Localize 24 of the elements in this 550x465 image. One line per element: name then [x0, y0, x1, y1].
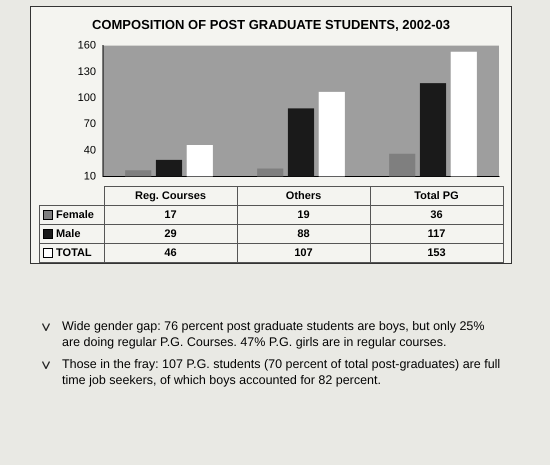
y-tick-label: 100 — [78, 92, 96, 104]
text: Those in the fray: 107 P.G. students (70 percent of total post-graduates) are full time job seekers, of which boys accounted for 82 percent. — [62, 356, 502, 388]
y-tick-label: 40 — [84, 144, 96, 156]
data-label: 46 — [104, 244, 237, 262]
y-tick-label: 160 — [78, 40, 96, 52]
legend-label: Female — [40, 206, 104, 224]
x-tick-label: Reg. Courses — [104, 186, 237, 206]
data-label: 19 — [237, 206, 370, 224]
data-label: 153 — [370, 244, 503, 262]
y-tick-label: 10 — [84, 170, 96, 182]
legend-label: Male — [40, 224, 104, 244]
data-label: 88 — [237, 224, 370, 244]
text: Wide gender gap: 76 percent post graduate students are boys, but only 25% are doing regular P.G. Courses. 47% P.G. girls are in regular courses. — [62, 318, 486, 350]
chart-title: COMPOSITION OF POST GRADUATE STUDENTS, 2002-03 — [90, 17, 452, 32]
y-tick-label: 130 — [78, 66, 96, 78]
data-label: 107 — [237, 244, 370, 262]
data-label: 36 — [370, 206, 503, 224]
x-tick-label: Total PG — [370, 186, 503, 206]
y-tick-label: 70 — [84, 118, 96, 130]
legend-label: TOTAL — [40, 244, 104, 262]
data-label: 17 — [104, 206, 237, 224]
x-tick-label: Others — [237, 186, 370, 206]
data-label: 117 — [370, 224, 503, 244]
data-label: 29 — [104, 224, 237, 244]
